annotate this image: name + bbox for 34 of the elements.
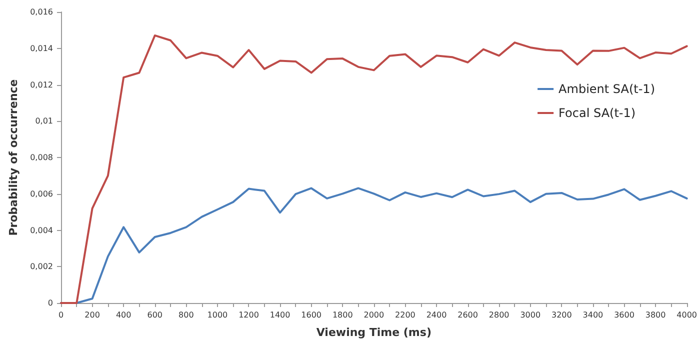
y-axis-title: Probability of occurrence bbox=[7, 79, 20, 236]
x-tick-label: 4000 bbox=[676, 310, 697, 320]
x-tick-label: 2000 bbox=[364, 310, 384, 320]
x-tick-label: 1400 bbox=[270, 310, 290, 320]
x-tick-label: 2200 bbox=[395, 310, 416, 320]
x-tick-label: 2600 bbox=[458, 310, 478, 320]
x-tick-label: 2400 bbox=[426, 310, 447, 320]
x-tick-label: 3000 bbox=[520, 310, 541, 320]
y-tick-label: 0 bbox=[48, 298, 53, 308]
x-tick-label: 1600 bbox=[301, 310, 322, 320]
y-tick-label: 0,008 bbox=[30, 153, 53, 162]
x-tick-label: 800 bbox=[178, 310, 194, 320]
x-tick-label: 200 bbox=[84, 310, 100, 320]
x-tick-label: 600 bbox=[147, 310, 163, 320]
x-tick-label: 3800 bbox=[645, 310, 666, 320]
x-tick-label: 3400 bbox=[582, 310, 604, 320]
y-tick-label: 0,006 bbox=[30, 189, 53, 198]
y-tick-label: 0,012 bbox=[30, 80, 53, 90]
legend-label: Focal SA(t-1) bbox=[558, 106, 636, 120]
x-tick-label: 400 bbox=[116, 310, 132, 320]
x-tick-label: 1800 bbox=[332, 310, 353, 320]
legend-label: Ambient SA(t-1) bbox=[558, 82, 656, 96]
y-tick-label: 0,01 bbox=[35, 116, 53, 126]
x-tick-label: 3600 bbox=[614, 310, 634, 320]
x-tick-label: 0 bbox=[58, 310, 64, 320]
x-axis-title: Viewing Time (ms) bbox=[316, 326, 432, 339]
x-tick-label: 1000 bbox=[207, 310, 228, 320]
y-tick-label: 0,004 bbox=[30, 226, 53, 235]
y-tick-label: 0,014 bbox=[30, 44, 53, 53]
x-tick-label: 2800 bbox=[488, 310, 510, 320]
x-tick-label: 1200 bbox=[238, 310, 259, 320]
x-tick-label: 3200 bbox=[551, 310, 572, 320]
y-tick-label: 0,016 bbox=[30, 8, 53, 16]
y-tick-label: 0,002 bbox=[30, 262, 53, 272]
